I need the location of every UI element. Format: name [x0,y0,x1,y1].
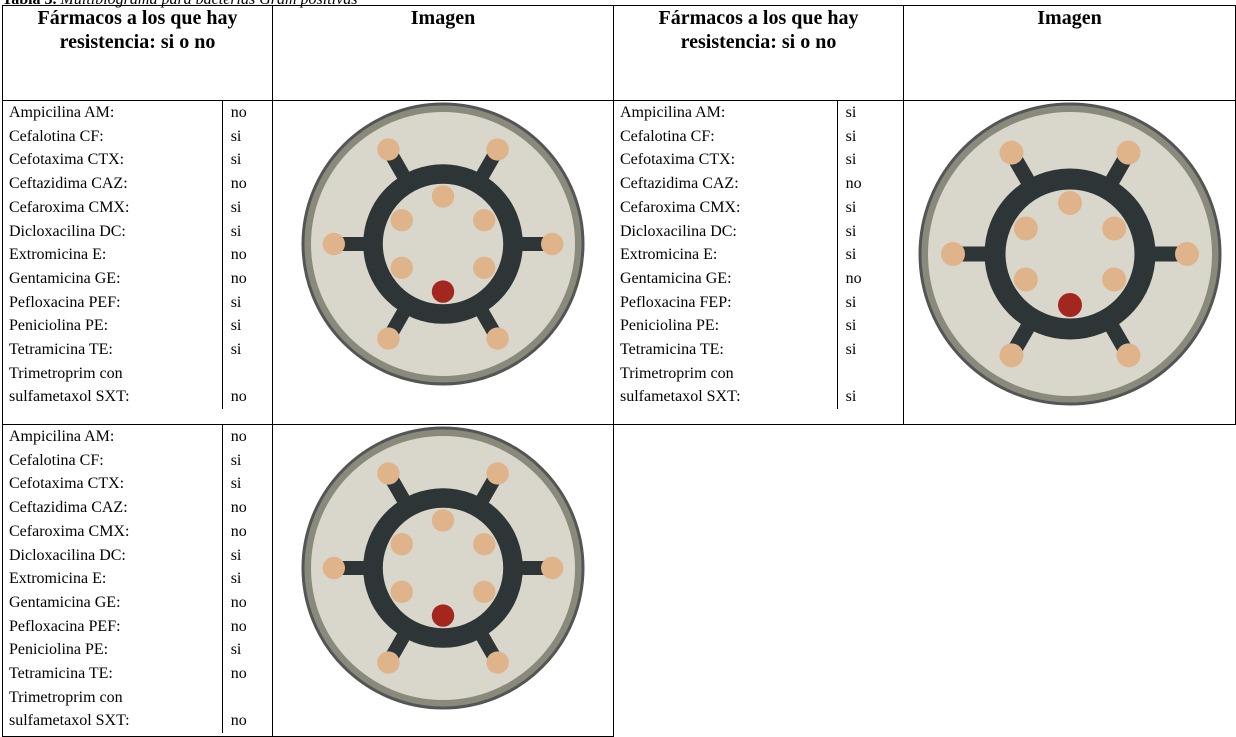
result: si [221,290,272,315]
result: no [221,590,272,615]
drug: Cefotaxima CTX: [620,151,736,169]
drug: Dicloxacilina DC: [620,222,737,240]
header: Fármacos a los que hay resistencia: si o… [2,5,273,101]
drug: Trimetroprim con sulfametaxol SXT: [9,364,130,406]
result: si [221,448,272,473]
result: si [836,361,903,410]
drug: Gentamicina GE: [620,269,732,287]
header: Fármacos a los que hay resistencia: si o… [613,5,904,101]
result: si [221,195,272,220]
header: Imagen [903,5,1236,101]
drug: Ceftazidima CAZ: [620,175,739,193]
result: si [836,243,903,267]
drug: Dicloxacilina DC: [9,222,126,240]
drug-cell: Ampicilina AM: no Cefalotina CF: si Cefotaxi… [2,424,273,737]
result: si [836,124,903,149]
drug-list: Ampicilina AM: no Cefalotina CF: si Cefotaxi… [3,425,272,734]
drug-list: Ampicilina AM: si Cefalotina CF: si Cefotaxi… [614,101,903,410]
image-cell [903,100,1236,425]
result: si [221,148,272,173]
result: no [221,101,272,125]
drug: Cefaroxima CMX: [9,522,130,540]
result: no [836,266,903,291]
result: no [221,685,272,734]
drug: Ceftazidima CAZ: [9,499,128,517]
drug: Cefotaxima CTX: [9,475,125,493]
drug: Dicloxacilina DC: [9,546,126,564]
caption: Tabla 3. Multibiograma para bacterias Gr… [2,0,357,9]
drug-list: Ampicilina AM: no Cefalotina CF: si Cefotaxi… [3,101,272,410]
drug: Trimetroprim con sulfametaxol SXT: [620,364,741,406]
drug: Ampicilina AM: [9,428,115,445]
drug: Extromicina E: [9,570,107,588]
result: no [221,361,272,410]
result: si [836,148,903,173]
caption-text: Multibiograma para bacterias Gram positi… [61,0,358,8]
petri-dish [301,426,585,710]
drug: Pefloxacina FEP: [620,293,732,311]
drug: Cefalotina CF: [620,127,715,145]
result: si [221,543,272,568]
result: si [836,314,903,339]
result: si [221,338,272,362]
image-cell [272,100,614,425]
result: si [836,338,903,362]
result: no [221,519,272,544]
result: si [836,101,903,125]
drug: Extromicina E: [620,246,718,264]
drug: Ampicilina AM: [9,104,115,121]
drug: Cefalotina CF: [9,127,104,145]
table: Fármacos a los que hay resistencia: si o… [2,5,1236,737]
drug: Cefotaxima CTX: [9,151,125,169]
drug: Cefaroxima CMX: [620,198,741,216]
result: si [836,290,903,315]
result: no [836,172,903,196]
header: Imagen [272,5,614,101]
result: no [221,172,272,196]
drug: Cefaroxima CMX: [9,198,130,216]
result: si [836,219,903,244]
drug: Tetramicina TE: [9,665,113,683]
drug: Gentamicina GE: [9,269,121,287]
drug: Ampicilina AM: [620,104,726,121]
result: no [221,243,272,267]
result: si [221,124,272,149]
result: si [836,195,903,220]
drug: Peniciolina PE: [620,317,720,335]
drug: Gentamicina GE: [9,593,121,611]
result: no [221,496,272,520]
drug: Pefloxacina PEF: [9,617,121,635]
result: no [221,425,272,449]
result: no [221,614,272,639]
result: no [221,266,272,291]
petri-dish [918,102,1221,406]
petri-dish [301,102,585,386]
result: si [221,472,272,497]
drug: Extromicina E: [9,246,107,264]
drug: Tetramicina TE: [620,341,724,359]
drug: Cefalotina CF: [9,451,104,469]
caption-label: Tabla 3. [2,0,57,8]
result: si [221,314,272,339]
drug: Peniciolina PE: [9,641,109,659]
drug-cell: Ampicilina AM: no Cefalotina CF: si Cefotaxi… [2,100,273,425]
drug: Trimetroprim con sulfametaxol SXT: [9,688,130,730]
drug: Ceftazidima CAZ: [9,175,128,193]
result: no [221,662,272,686]
result: si [221,638,272,663]
drug-cell: Ampicilina AM: si Cefalotina CF: si Cefotaxi… [613,100,904,425]
drug: Pefloxacina PEF: [9,293,121,311]
drug: Tetramicina TE: [9,341,113,359]
image-cell [272,424,614,737]
result: si [221,567,272,591]
result: si [221,219,272,244]
drug: Peniciolina PE: [9,317,109,335]
